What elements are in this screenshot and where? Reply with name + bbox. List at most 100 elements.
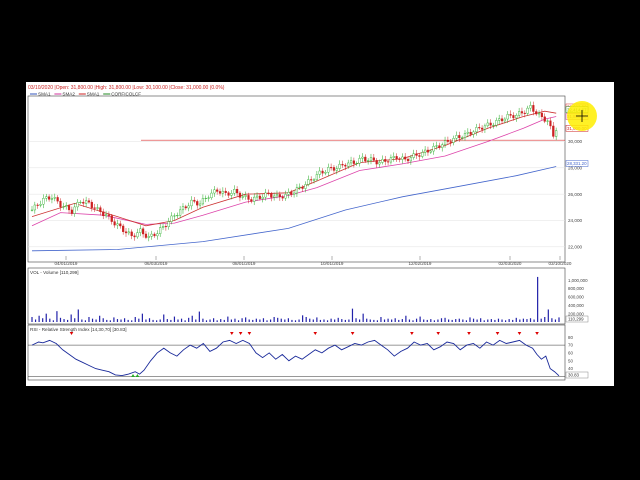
volume-bar — [494, 319, 496, 322]
volume-bar — [31, 316, 33, 322]
volume-bar — [234, 318, 236, 322]
volume-bar — [131, 320, 133, 322]
candle-body — [284, 194, 287, 199]
candle-body — [389, 157, 393, 163]
volume-bar — [273, 316, 275, 322]
volume-bar — [34, 319, 37, 322]
candle-body — [227, 192, 230, 196]
candle-body — [352, 160, 355, 164]
price-panel — [27, 95, 566, 263]
candle-body — [435, 145, 438, 147]
candle-body — [139, 228, 142, 233]
candle-body — [42, 198, 45, 205]
volume-bar — [448, 319, 450, 322]
legend: SMA1 SMA2 SMA1 CORFICOLCF — [30, 92, 141, 97]
candle-body — [478, 127, 481, 129]
candle-body — [321, 170, 324, 174]
date-x-axis: 04/01/2019 06/03/2019 08/01/2019 10/01/2019… — [55, 256, 572, 266]
candle-body — [264, 192, 267, 198]
candle-body — [190, 199, 193, 207]
candle-body — [381, 159, 384, 163]
volume-bar — [277, 317, 279, 322]
candle-body — [287, 192, 290, 195]
volume-bar — [99, 315, 101, 322]
candle-body — [523, 112, 526, 114]
volume-bar — [252, 319, 254, 322]
candle-body — [369, 157, 373, 161]
volume-bar — [177, 319, 179, 322]
candle-body — [406, 158, 410, 162]
candle-body — [429, 150, 432, 153]
volume-bar — [476, 319, 478, 322]
price-tick-label: 28,000 — [568, 165, 582, 170]
cursor-highlight[interactable] — [567, 101, 597, 131]
volume-bar — [291, 319, 293, 322]
volume-last-box — [565, 315, 589, 323]
volume-bar — [134, 316, 136, 322]
rsi-last-label: 30.83 — [568, 373, 580, 378]
x-tick-label: 12/02/2019 — [409, 261, 432, 266]
volume-bar — [223, 319, 225, 322]
candle-body — [449, 141, 452, 143]
volume-bar — [116, 319, 119, 322]
volume-bar — [426, 319, 428, 322]
candle-body — [70, 209, 73, 214]
volume-bar — [398, 319, 400, 322]
candle-body — [418, 155, 421, 157]
candle-body — [344, 164, 347, 167]
x-tick-label: 06/03/2019 — [145, 261, 168, 266]
candle-body — [127, 231, 130, 234]
candle-body — [179, 209, 182, 216]
volume-bar — [180, 318, 183, 322]
candle-body — [392, 156, 395, 158]
volume-bar — [91, 318, 94, 322]
candle-body — [90, 201, 93, 208]
candle-body — [167, 221, 170, 227]
candle-body — [133, 235, 136, 238]
volume-bar — [341, 319, 343, 322]
volume-bar — [245, 317, 247, 322]
candle-body — [184, 206, 187, 209]
candle-body — [483, 125, 487, 130]
volume-bar — [358, 319, 361, 322]
volume-bar — [540, 318, 542, 322]
candle-body — [102, 211, 105, 217]
volume-bar — [444, 317, 446, 322]
candle-body — [270, 193, 273, 198]
volume-bar — [334, 319, 336, 322]
candle-body — [99, 207, 102, 212]
rsi-overbought-marker — [410, 332, 414, 335]
volume-bar — [259, 319, 261, 322]
candle-body — [518, 111, 521, 116]
candle-body — [53, 197, 56, 199]
volume-bar — [38, 315, 40, 322]
rsi-tick-label: 70 — [568, 343, 573, 348]
candle-body — [475, 127, 478, 133]
volume-bar — [52, 320, 54, 322]
rsi-line — [31, 332, 560, 377]
candle-body — [147, 236, 150, 238]
rsi-overbought-marker — [517, 332, 522, 335]
x-tick-label: 03/10/2020 — [549, 261, 572, 266]
price-tick-label: 26,000 — [568, 192, 582, 197]
volume-bar — [465, 320, 468, 322]
volume-bar — [109, 320, 111, 322]
candle-body — [367, 160, 370, 162]
rsi-panel-title: RSI - Relative Strength Index [14,30,70]… — [30, 327, 127, 332]
candle-body — [273, 195, 276, 198]
candle-body — [324, 172, 327, 174]
volume-bar — [440, 318, 443, 322]
volume-bar — [366, 318, 368, 322]
volume-bar — [84, 320, 87, 322]
candle-body — [315, 174, 318, 180]
candle-body — [498, 118, 501, 121]
candle-body — [170, 215, 173, 222]
volume-bar — [95, 319, 97, 322]
candle-body — [236, 189, 239, 194]
volume-bar — [430, 319, 432, 322]
candle-body — [107, 214, 111, 216]
candle-body — [349, 160, 353, 164]
candle-body — [310, 179, 313, 181]
volume-bar — [106, 319, 108, 322]
candle-body — [532, 105, 535, 112]
